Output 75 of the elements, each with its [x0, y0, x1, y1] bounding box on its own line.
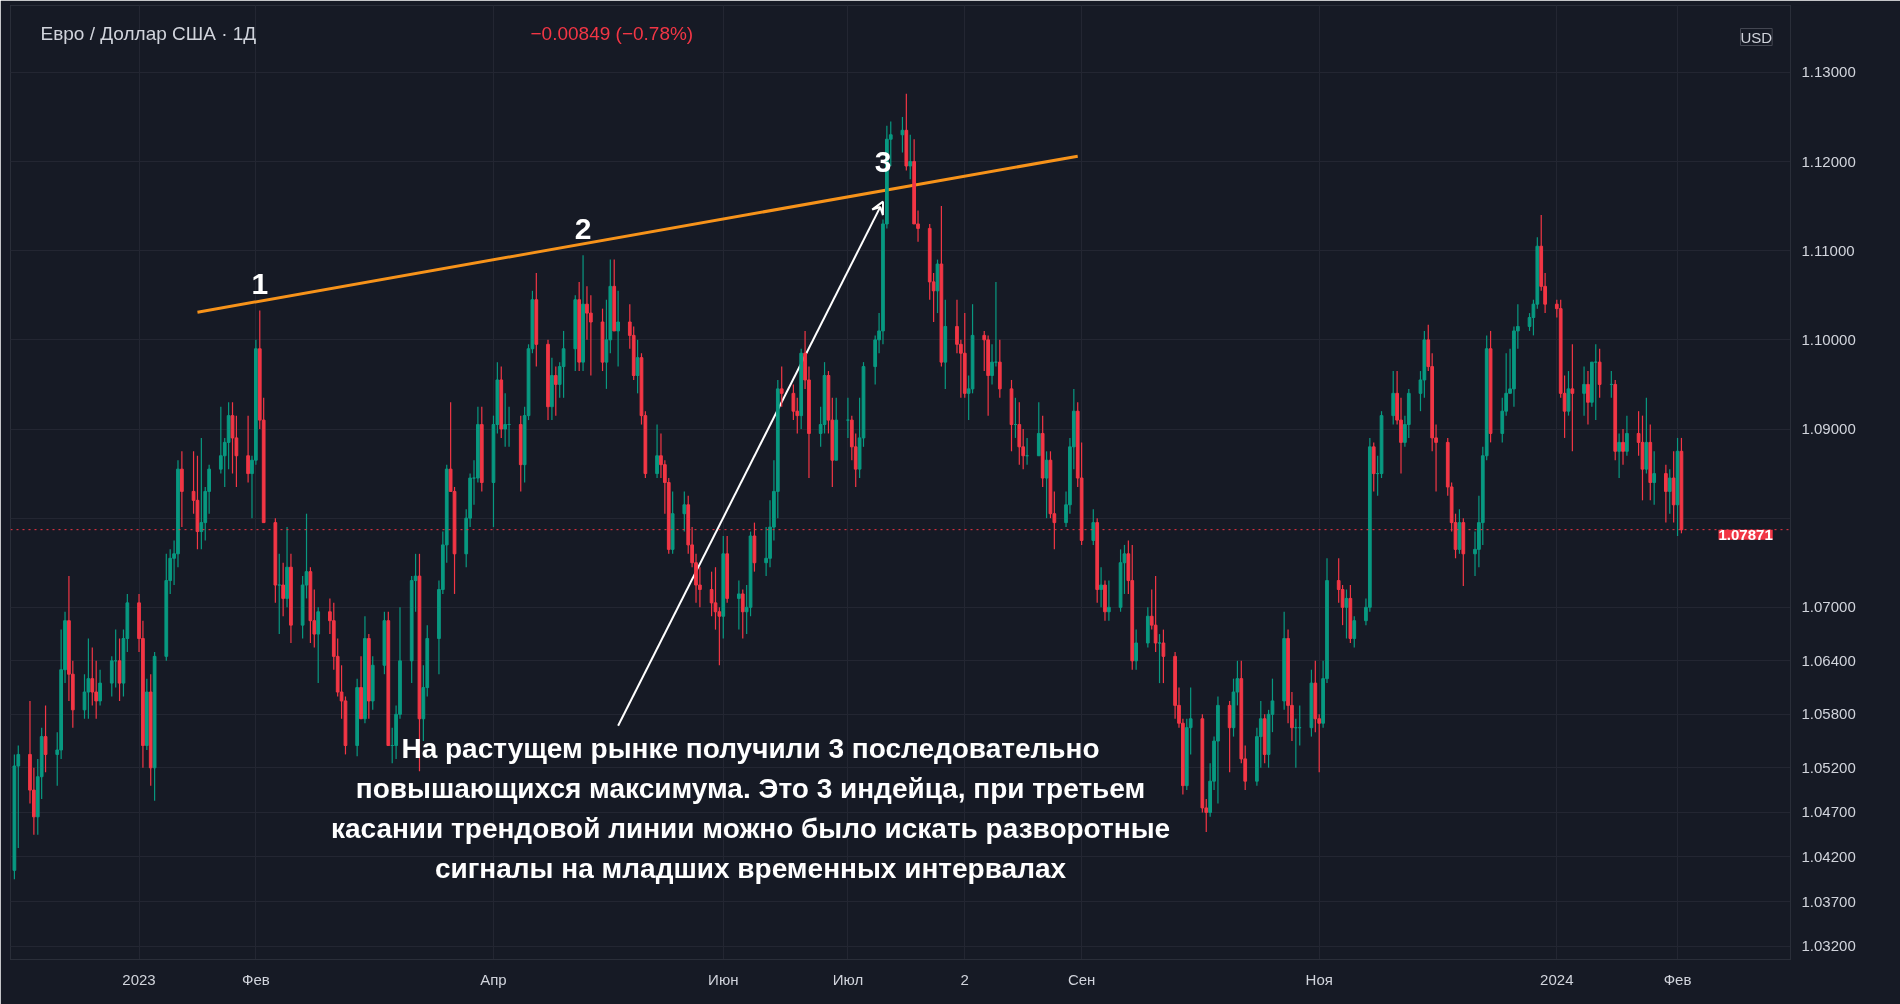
candlestick: [561, 330, 566, 399]
y-tick-label: 1.04200: [1801, 847, 1856, 865]
candlestick: [1586, 370, 1590, 426]
candlestick: [1500, 397, 1505, 443]
x-tick-label: Ноя: [1305, 970, 1333, 988]
y-tick-label: 1.11000: [1801, 241, 1855, 259]
candlestick: [553, 365, 558, 417]
candlestick: [1107, 579, 1111, 622]
candlestick: [1621, 428, 1625, 466]
candlestick: [1344, 588, 1349, 640]
candlestick: [779, 365, 784, 408]
candlestick: [737, 579, 741, 631]
candlestick: [740, 588, 745, 640]
candlestick: [1340, 584, 1345, 626]
text: Евро / Доллар США · 1Д: [40, 22, 257, 44]
candlestick: [503, 392, 508, 448]
candlestick: [908, 134, 913, 180]
candlestick: [1017, 401, 1022, 466]
x-tick-label: Июл: [832, 970, 864, 988]
text: −0.00849 (−0.78%): [530, 22, 694, 44]
candlestick: [1582, 365, 1586, 417]
candlestick: [1664, 464, 1668, 524]
y-tick-label: 1.04700: [1801, 803, 1856, 821]
y-tick-label: 1.07000: [1801, 598, 1856, 616]
x-tick-label: Апр: [480, 970, 507, 988]
y-tick-label: 1.10000: [1801, 330, 1856, 348]
candlestick: [1667, 468, 1672, 515]
x-tick-label: Июн: [708, 970, 739, 988]
candlestick: [1597, 348, 1602, 399]
ref-line-label: 1.07871: [1718, 525, 1773, 543]
y-tick-label: 1.03200: [1801, 937, 1856, 955]
y-tick-label: 1.13000: [1801, 63, 1856, 81]
candlestick: [1157, 633, 1162, 684]
x-tick-label: 2023: [122, 970, 156, 988]
candlestick: [43, 704, 48, 773]
x-tick-label: 2024: [1540, 970, 1574, 988]
candlestick: [1566, 370, 1571, 417]
annotation: 3: [874, 145, 892, 179]
candlestick: [1625, 415, 1629, 457]
y-tick-label: 1.05200: [1801, 758, 1856, 776]
candlestick: [616, 290, 620, 368]
y-tick-label: 1.12000: [1801, 152, 1856, 170]
x-tick-label: Фев: [242, 970, 270, 988]
candlestick: [1570, 343, 1575, 452]
candlestick: [1099, 566, 1103, 608]
candlestick: [1134, 629, 1139, 671]
candlestick: [1036, 401, 1041, 457]
candlestick: [86, 637, 91, 720]
candlestick: [316, 606, 321, 684]
candlestick: [1617, 432, 1621, 479]
candlestick: [655, 423, 659, 479]
candlestick: [1652, 450, 1657, 506]
annotation: 1: [251, 267, 269, 301]
candlestick: [900, 116, 905, 154]
y-tick-label: 1.06400: [1801, 651, 1856, 669]
y-axis-title: USD: [1740, 28, 1773, 46]
candlestick: [90, 646, 95, 706]
candlestick: [281, 562, 286, 617]
y-tick-label: 1.05800: [1801, 705, 1856, 723]
x-tick-label: Фев: [1663, 970, 1692, 988]
candlestick: [1161, 629, 1166, 684]
candlestick: [98, 669, 102, 706]
candlestick: [791, 383, 796, 421]
candlestick: [1091, 508, 1096, 546]
candlestick: [682, 490, 687, 533]
annotation: 2: [574, 212, 592, 246]
candlestick: [246, 415, 250, 484]
y-tick-label: 1.09000: [1801, 420, 1856, 437]
y-tick-label: 1.03700: [1801, 892, 1856, 910]
x-tick-label: 2: [960, 970, 969, 988]
x-tick-label: Сен: [1067, 970, 1096, 988]
candlestick: [180, 450, 184, 528]
candlestick: [1227, 700, 1232, 773]
candlestick: [1153, 575, 1158, 653]
candlestick: [1352, 615, 1357, 649]
